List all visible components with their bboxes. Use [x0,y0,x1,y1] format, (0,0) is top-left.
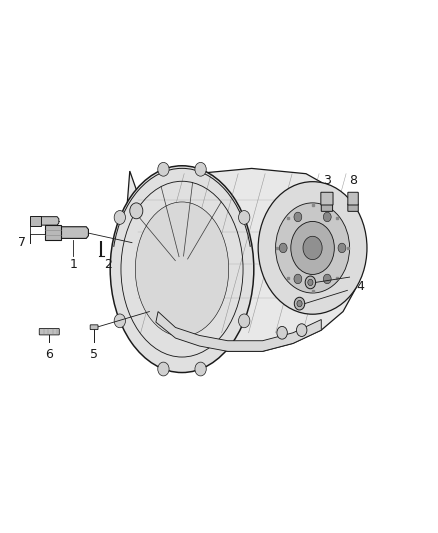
Circle shape [158,362,169,376]
Circle shape [323,274,331,284]
Circle shape [297,324,307,336]
Circle shape [277,326,287,339]
Polygon shape [37,216,59,225]
Polygon shape [156,312,321,351]
Text: 5: 5 [90,348,98,361]
FancyBboxPatch shape [39,328,59,335]
Polygon shape [125,168,356,351]
Ellipse shape [110,166,254,373]
Ellipse shape [135,202,229,336]
Circle shape [338,243,346,253]
Polygon shape [56,227,88,238]
Circle shape [291,221,334,274]
Circle shape [308,279,313,286]
Circle shape [305,276,316,289]
Circle shape [114,211,125,224]
Text: 1: 1 [69,258,77,271]
Circle shape [258,182,367,314]
FancyBboxPatch shape [90,325,98,329]
Circle shape [114,314,125,328]
Circle shape [130,203,143,219]
Circle shape [303,236,322,260]
FancyBboxPatch shape [321,192,333,205]
Text: 8: 8 [349,174,357,187]
Circle shape [195,163,206,176]
FancyBboxPatch shape [45,224,61,240]
Circle shape [294,297,305,310]
FancyBboxPatch shape [348,204,358,212]
FancyBboxPatch shape [30,216,41,226]
FancyBboxPatch shape [348,192,358,205]
Circle shape [323,212,331,222]
Circle shape [239,314,250,328]
Circle shape [297,301,302,307]
Circle shape [276,203,350,293]
Circle shape [294,274,302,284]
Circle shape [239,211,250,224]
Circle shape [294,212,302,222]
Text: 2: 2 [104,258,112,271]
Circle shape [279,243,287,253]
Circle shape [195,362,206,376]
Text: 7: 7 [18,236,26,249]
FancyBboxPatch shape [321,204,332,212]
Text: 4: 4 [356,280,364,293]
Circle shape [158,163,169,176]
Text: 3: 3 [323,174,331,187]
Text: 6: 6 [45,348,53,361]
